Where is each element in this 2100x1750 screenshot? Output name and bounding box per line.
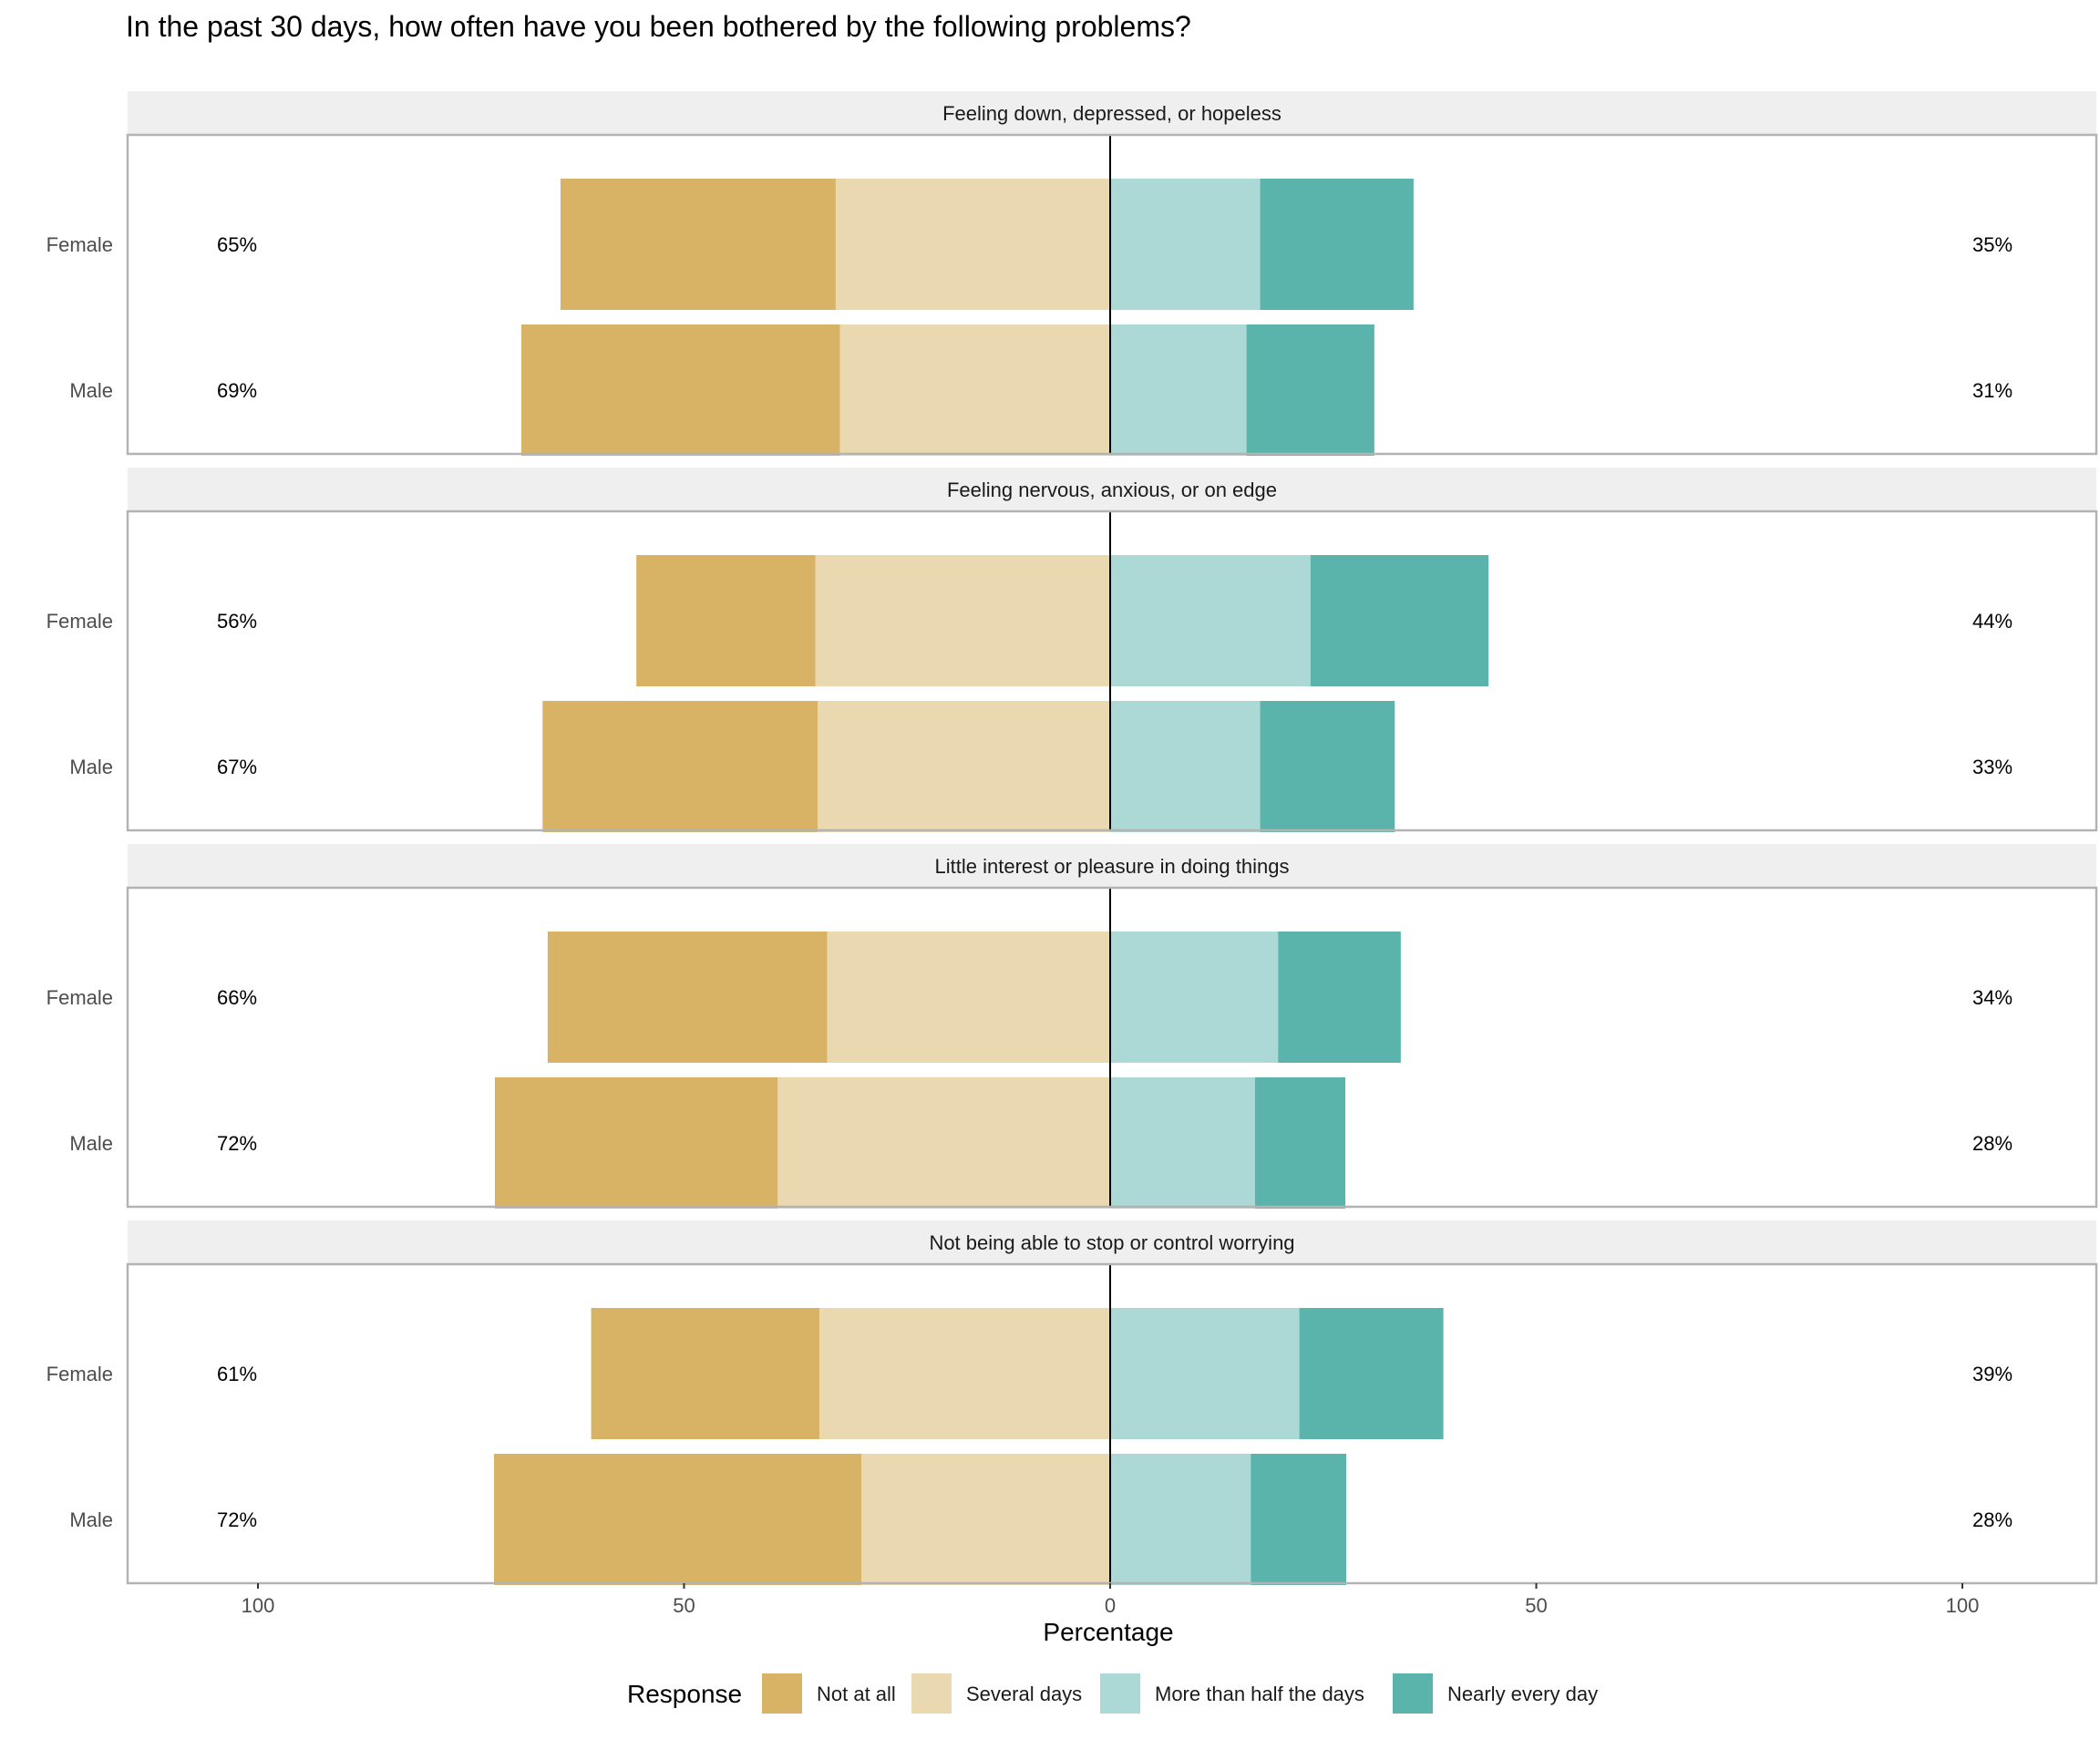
facet-strip [128,844,2096,888]
bar-segment-nearly-every-day [1254,1077,1346,1209]
panel-border [126,133,2098,456]
x-tick-label: 50 [1525,1594,1547,1617]
legend-key [1393,1673,1433,1714]
bar-segment-not-at-all [547,932,828,1063]
bar-segment-several-days [777,1077,1110,1209]
facet-strip [128,91,2096,135]
legend: Response Not at all Several days More than … [627,1673,1598,1714]
facet-panel: Not being able to stop or control worryi… [46,1220,2098,1585]
legend-title: Response [627,1680,742,1708]
bar-segment-several-days [819,1308,1110,1439]
right-percent-label: 44% [1972,610,2012,633]
bar-segment-not-at-all [493,1454,861,1585]
bar-segment-nearly-every-day [1310,555,1489,686]
bar-segment-more-than-half [1110,1308,1300,1439]
bar-segment-not-at-all [560,179,836,310]
bar-segment-not-at-all [520,324,840,456]
legend-label: Nearly every day [1447,1683,1598,1705]
bar-segment-not-at-all [591,1308,820,1439]
legend-label: More than half the days [1155,1683,1364,1705]
facet-strip-title: Feeling nervous, anxious, or on edge [947,479,1277,501]
facet-strip [128,1220,2096,1264]
bar-segment-more-than-half [1110,324,1247,456]
right-percent-label: 31% [1972,379,2012,402]
left-percent-label: 61% [217,1363,257,1385]
bar-segment-several-days [815,555,1110,686]
right-percent-label: 33% [1972,756,2012,778]
bar-segment-several-days [839,324,1110,456]
x-tick-label: 0 [1105,1594,1116,1617]
bar-segment-more-than-half [1110,555,1311,686]
bar-segment-nearly-every-day [1260,701,1395,832]
legend-key [762,1673,802,1714]
panel-border [126,1262,2098,1585]
left-percent-label: 72% [217,1508,257,1531]
right-percent-label: 28% [1972,1508,2012,1531]
x-tick-label: 100 [242,1594,275,1617]
left-percent-label: 67% [217,756,257,778]
bar-segment-nearly-every-day [1251,1454,1346,1585]
legend-key [911,1673,952,1714]
y-tick-label: Female [46,986,113,1009]
x-axis: 100 50 0 50 100 [242,1583,1980,1617]
bar-segment-several-days [827,932,1110,1063]
y-tick-label: Male [69,756,113,778]
bar-segment-more-than-half [1110,701,1261,832]
left-percent-label: 69% [217,379,257,402]
y-tick-label: Female [46,1363,113,1385]
panel-border [126,510,2098,832]
bar-segment-nearly-every-day [1246,324,1374,456]
bar-segment-nearly-every-day [1278,932,1401,1063]
bar-segment-nearly-every-day [1260,179,1414,310]
bar-segment-more-than-half [1110,932,1279,1063]
bar-segment-several-days [835,179,1110,310]
y-tick-label: Female [46,610,113,633]
right-percent-label: 39% [1972,1363,2012,1385]
facet-strip-title: Not being able to stop or control worryi… [929,1231,1294,1254]
left-percent-label: 66% [217,986,257,1009]
bar-segment-more-than-half [1110,1077,1255,1209]
bar-segment-nearly-every-day [1299,1308,1444,1439]
y-tick-label: Male [69,379,113,402]
right-percent-label: 34% [1972,986,2012,1009]
facet-panel: Feeling down, depressed, or hopeless Fema… [46,91,2098,456]
legend-label: Several days [966,1683,1082,1705]
bar-segment-more-than-half [1110,1454,1251,1585]
facet-panel: Feeling nervous, anxious, or on edge Fema… [46,468,2098,832]
left-percent-label: 65% [217,233,257,256]
facet-panel: Little interest or pleasure in doing thi… [46,844,2098,1209]
facet-panels: Feeling down, depressed, or hopeless Fema… [46,91,2098,1585]
right-percent-label: 35% [1972,233,2012,256]
right-percent-label: 28% [1972,1132,2012,1155]
bar-segment-not-at-all [636,555,816,686]
legend-key [1100,1673,1140,1714]
bar-segment-several-days [818,701,1110,832]
y-tick-label: Male [69,1132,113,1155]
bar-segment-more-than-half [1110,179,1261,310]
left-percent-label: 56% [217,610,257,633]
bar-segment-several-days [860,1454,1110,1585]
facet-strip-title: Little interest or pleasure in doing thi… [935,855,1290,878]
facet-strip [128,468,2096,511]
legend-label: Not at all [817,1683,896,1705]
x-tick-label: 100 [1946,1594,1980,1617]
bar-segment-not-at-all [542,701,818,832]
left-percent-label: 72% [217,1132,257,1155]
bar-segment-not-at-all [494,1077,778,1209]
facet-strip-title: Feeling down, depressed, or hopeless [942,102,1282,125]
chart-title: In the past 30 days, how often have you … [126,10,1191,43]
y-tick-label: Male [69,1508,113,1531]
x-axis-title: Percentage [1043,1618,1173,1646]
panel-border [126,886,2098,1209]
y-tick-label: Female [46,233,113,256]
x-tick-label: 50 [673,1594,695,1617]
